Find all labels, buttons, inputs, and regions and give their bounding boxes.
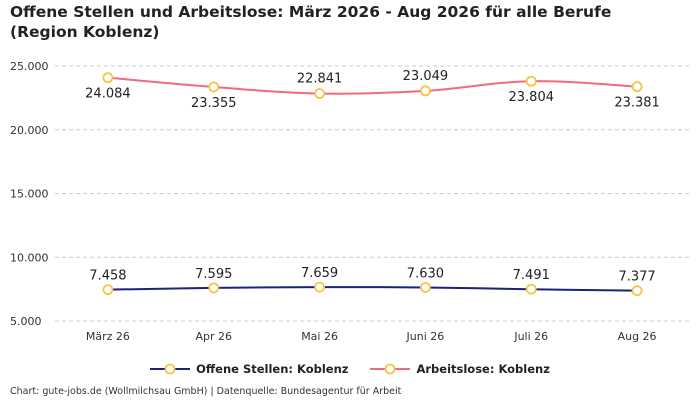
data-label: 24.084 — [85, 87, 131, 102]
x-tick-label: Mai 26 — [301, 330, 338, 343]
data-label: 23.804 — [509, 90, 555, 105]
data-label: 7.659 — [301, 266, 338, 281]
legend-label-offene-stellen: Offene Stellen: Koblenz — [196, 362, 349, 376]
data-label: 7.458 — [89, 269, 126, 284]
data-label: 7.491 — [513, 268, 550, 283]
series-line-offene-stellen — [107, 286, 638, 292]
data-label: 7.595 — [195, 267, 232, 282]
data-label: 23.049 — [403, 69, 449, 84]
data-point — [420, 85, 431, 97]
data-point — [525, 75, 537, 87]
data-point — [525, 283, 537, 295]
data-point — [102, 72, 114, 84]
chart-title: Offene Stellen und Arbeitslose: März 202… — [10, 3, 612, 41]
series-line-arbeitslose — [107, 76, 638, 95]
x-tick-label: März 26 — [86, 330, 130, 343]
data-point — [314, 281, 325, 293]
y-tick-label: 20.000 — [10, 124, 49, 137]
legend: Offene Stellen: Koblenz Arbeitslose: Kob… — [0, 362, 700, 376]
legend-swatch-arbeitslose — [370, 363, 411, 375]
data-point — [314, 88, 325, 99]
data-point — [208, 81, 220, 93]
y-tick-label: 10.000 — [10, 251, 49, 264]
legend-item-arbeitslose[interactable]: Arbeitslose: Koblenz — [370, 362, 550, 376]
legend-label-arbeitslose: Arbeitslose: Koblenz — [416, 362, 550, 376]
data-point — [420, 282, 431, 293]
data-label: 23.381 — [614, 96, 660, 111]
data-label: 23.355 — [191, 96, 237, 111]
x-tick-label: Juni 26 — [406, 330, 445, 343]
chart-footer: Chart: gute-jobs.de (Wollmilchsau GmbH) … — [10, 386, 402, 397]
legend-item-offene-stellen[interactable]: Offene Stellen: Koblenz — [150, 362, 348, 376]
data-label: 7.630 — [407, 266, 444, 281]
data-label: 7.377 — [618, 270, 655, 285]
y-tick-label: 15.000 — [10, 188, 49, 201]
data-label: 22.841 — [297, 72, 343, 87]
y-tick-label: 25.000 — [10, 60, 49, 73]
y-tick-label: 5.000 — [10, 315, 42, 328]
legend-swatch-offene-stellen — [150, 363, 191, 375]
data-point — [631, 285, 643, 297]
x-tick-label: Apr 26 — [195, 330, 232, 343]
x-tick-label: Juli 26 — [513, 330, 548, 343]
data-point — [102, 284, 114, 296]
data-point — [208, 282, 220, 294]
data-point — [631, 81, 643, 93]
x-tick-label: Aug 26 — [618, 330, 657, 343]
